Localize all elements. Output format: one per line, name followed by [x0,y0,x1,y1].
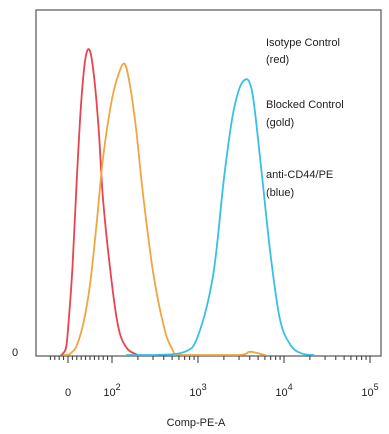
legend-isotype-line1: Isotype Control [266,37,340,49]
legend-anti-cd44-line1: anti-CD44/PE [266,169,333,181]
legend-blocked-line2: (gold) [266,117,294,129]
series-line-isotype-control [60,48,139,356]
x-tick-label-1: 102 [103,382,120,399]
legend-anti-cd44-line2: (blue) [266,187,294,199]
plot-frame [35,9,382,357]
x-axis-label: Comp-PE-A [167,417,226,429]
x-tick-label-0: 0 [65,387,71,399]
x-tick-label-4: 105 [361,382,378,399]
series-layer [60,48,315,356]
series-line-anti-cd44-pe [126,78,315,356]
x-tick-label-3: 104 [275,382,292,399]
y-tick-label-0: 0 [12,347,18,359]
x-axis-ticks: 0 102 103 104 105 [49,356,379,399]
legend-isotype-line2: (red) [266,54,289,66]
legend: Isotype Control (red) Blocked Control (g… [266,37,344,199]
legend-blocked-line1: Blocked Control [266,99,344,111]
x-tick-label-2: 103 [189,382,206,399]
